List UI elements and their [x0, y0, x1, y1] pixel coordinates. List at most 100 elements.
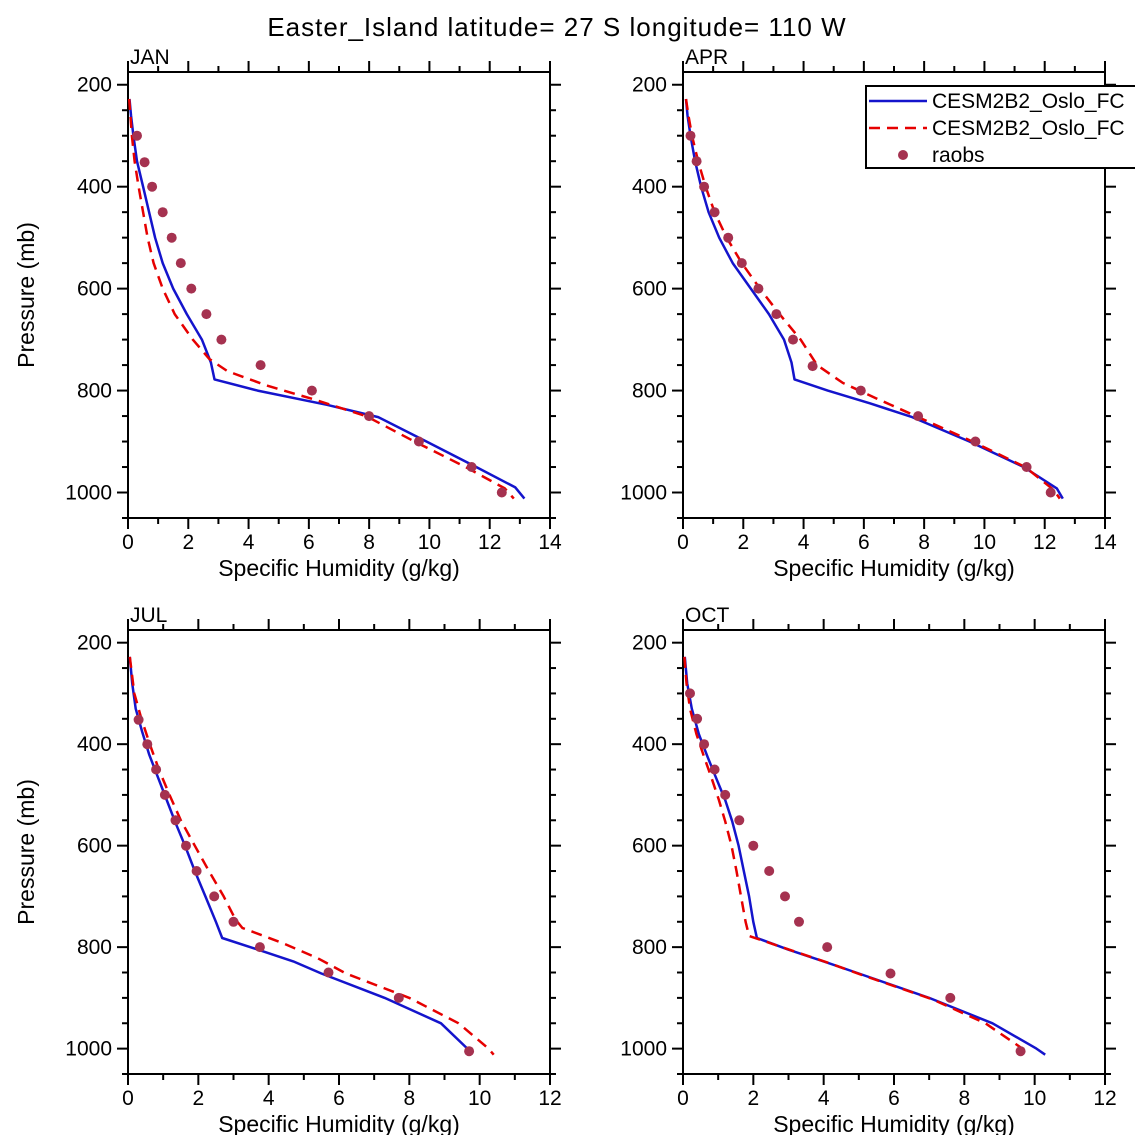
x-tick-label: 6 — [888, 1087, 900, 1110]
x-axis-title: Specific Humidity (g/kg) — [218, 555, 460, 581]
x-tick-label: 0 — [677, 531, 689, 554]
y-tick-label: 200 — [632, 632, 667, 655]
x-tick-label: 10 — [418, 531, 441, 554]
raobs-points — [133, 714, 475, 1057]
raobs-point — [147, 181, 158, 192]
x-tick-label: 6 — [858, 531, 870, 554]
y-tick-label: 200 — [77, 632, 112, 655]
panel-oct: 0 2 4 6 8 10 12 200 400 600 800 1000 OCT Specific Hum… — [620, 604, 1116, 1135]
x-tick-label: 6 — [333, 1087, 345, 1110]
raobs-point — [822, 942, 833, 953]
raobs-point — [709, 764, 720, 775]
y-tick-label: 1000 — [620, 1038, 667, 1061]
raobs-point — [709, 207, 720, 218]
raobs-point — [913, 411, 924, 422]
raobs-point — [748, 840, 759, 851]
raobs-point — [159, 789, 170, 800]
raobs-point — [139, 157, 150, 168]
x-tick-label: 12 — [1093, 1087, 1116, 1110]
model1-line — [683, 656, 1046, 1056]
model1-line — [128, 98, 526, 500]
raobs-point — [175, 258, 186, 269]
raobs-point — [181, 840, 191, 851]
y-tick-label: 600 — [632, 278, 667, 301]
y-tick-label: 1000 — [620, 482, 667, 505]
x-tick-label: 8 — [958, 1087, 970, 1110]
panel-month-label: APR — [685, 46, 728, 69]
raobs-point — [807, 361, 818, 372]
raobs-point — [855, 385, 866, 396]
raobs-points — [132, 130, 507, 498]
x-tick-label: 2 — [737, 531, 749, 554]
raobs-point — [1021, 462, 1032, 472]
raobs-point — [691, 156, 702, 167]
raobs-point — [736, 258, 747, 269]
x-tick-label: 12 — [538, 1087, 561, 1110]
x-axis-title: Specific Humidity (g/kg) — [773, 1111, 1015, 1135]
raobs-point — [685, 130, 696, 141]
y-tick-label: 600 — [77, 835, 112, 858]
x-tick-label: 0 — [677, 1087, 689, 1110]
legend-label: CESM2B2_Oslo_FC — [932, 117, 1125, 140]
x-tick-label: 4 — [798, 531, 810, 554]
chart-title: Easter_Island latitude= 27 S longitude= … — [267, 12, 846, 42]
y-axis-title: Pressure (mb) — [13, 779, 39, 925]
y-tick-label: 200 — [77, 74, 112, 97]
x-tick-label: 10 — [973, 531, 996, 554]
panel-month-label: OCT — [685, 604, 730, 627]
raobs-point — [885, 968, 896, 979]
raobs-point — [699, 739, 710, 750]
raobs-point — [228, 916, 239, 927]
raobs-point — [170, 815, 181, 826]
raobs-point — [186, 283, 197, 294]
raobs-points — [685, 688, 1026, 1057]
raobs-point — [764, 866, 775, 876]
y-axis-title: Pressure (mb) — [13, 222, 39, 368]
legend-entry: CESM2B2_Oslo_FC — [869, 117, 1125, 140]
x-tick-label: 8 — [918, 531, 930, 554]
panel-month-label: JUL — [130, 604, 167, 627]
x-tick-label: 10 — [1023, 1087, 1046, 1110]
y-tick-label: 600 — [632, 835, 667, 858]
raobs-point — [780, 891, 790, 902]
raobs-point — [945, 992, 956, 1003]
raobs-point — [133, 714, 144, 725]
x-tick-label: 2 — [192, 1087, 204, 1110]
raobs-point — [166, 232, 177, 243]
raobs-point — [699, 181, 710, 192]
y-tick-label: 400 — [77, 176, 112, 199]
raobs-point — [132, 130, 142, 141]
y-tick-label: 1000 — [65, 482, 112, 505]
panel-jan: 0 2 4 6 8 10 12 14 200 400 600 800 1000 JAN Specific H… — [13, 46, 562, 581]
x-tick-label: 6 — [303, 531, 315, 554]
panel-month-label: JAN — [130, 46, 170, 69]
x-axis-title: Specific Humidity (g/kg) — [218, 1111, 460, 1135]
x-tick-label: 8 — [363, 531, 375, 554]
raobs-point — [788, 334, 798, 345]
raobs-point — [142, 739, 153, 750]
y-tick-label: 800 — [77, 380, 112, 403]
model1-line — [128, 656, 472, 1056]
plot-border — [127, 71, 551, 519]
x-tick-label: 14 — [1093, 531, 1117, 554]
raobs-point — [496, 487, 507, 498]
model2-line — [683, 656, 1029, 1056]
raobs-point — [364, 411, 375, 422]
raobs-point — [1045, 487, 1056, 498]
y-tick-label: 800 — [632, 936, 667, 959]
legend-label: CESM2B2_Oslo_FC — [932, 90, 1125, 113]
x-tick-label: 14 — [538, 531, 562, 554]
raobs-points — [685, 130, 1056, 498]
axis-ticks — [117, 61, 561, 529]
raobs-point — [734, 815, 745, 826]
x-tick-label: 12 — [1033, 531, 1056, 554]
y-tick-label: 600 — [77, 278, 112, 301]
plot-border — [682, 71, 1106, 519]
x-tick-label: 12 — [478, 531, 501, 554]
raobs-point — [306, 385, 317, 396]
raobs-point — [464, 1046, 475, 1057]
raobs-point — [157, 207, 168, 218]
x-tick-label: 2 — [747, 1087, 759, 1110]
